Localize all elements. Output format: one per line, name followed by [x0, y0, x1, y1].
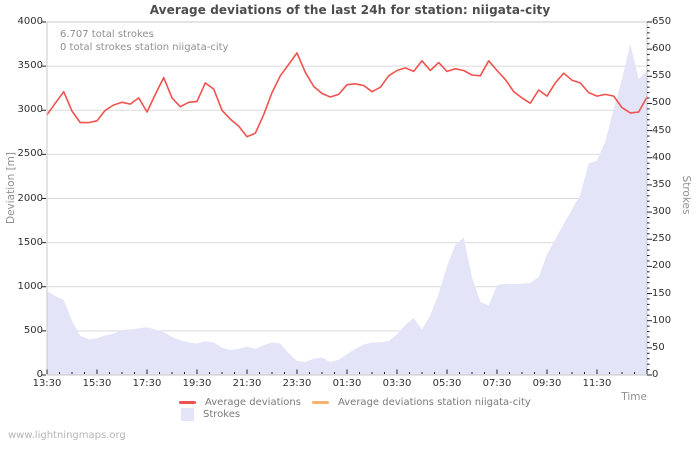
legend-label-station-deviations: Average deviations station niigata-city — [338, 397, 531, 408]
y-left-tick-label: 500 — [23, 324, 43, 336]
y-right-tick-label: 100 — [652, 314, 672, 326]
y-right-tick-label: 650 — [652, 16, 672, 27]
chart-title: Average deviations of the last 24h for s… — [149, 3, 551, 17]
y-right-tick-label: 600 — [652, 43, 672, 55]
legend-item-average-deviations: Average deviations — [179, 397, 301, 408]
legend-label-average-deviations: Average deviations — [205, 397, 301, 408]
y-right-tick-label: 50 — [652, 341, 665, 353]
y-axis-label-left: Deviation [m] — [5, 152, 17, 224]
x-tick-label: 19:30 — [182, 378, 212, 389]
strokes-area — [47, 43, 647, 375]
x-axis-label: Time — [621, 391, 647, 403]
plot-border — [46, 21, 648, 376]
x-tick-label: 17:30 — [132, 378, 162, 389]
y-left-tick-label: 1500 — [17, 236, 43, 248]
y-right-tick-label: 400 — [652, 151, 672, 163]
y-right-tick-label: 250 — [652, 233, 672, 245]
x-tick-label: 07:30 — [482, 378, 512, 389]
y-axis-label-right: Strokes — [680, 175, 692, 215]
x-tick-label: 01:30 — [332, 378, 362, 389]
x-tick-label: 15:30 — [82, 378, 112, 389]
x-tick-label: 09:30 — [532, 378, 562, 389]
average-deviations-line — [46, 52, 648, 138]
x-tick-label: 05:30 — [432, 378, 462, 389]
legend-label-strokes: Strokes — [203, 409, 241, 420]
y-left-tick-label: 4000 — [17, 16, 43, 27]
y-left-tick-label: 2500 — [17, 148, 43, 160]
y-left-tick-label: 1000 — [17, 280, 43, 292]
station-total-strokes-annotation: 0 total strokes station niigata-city — [60, 42, 229, 53]
y-right-tick-label: 500 — [652, 97, 672, 109]
legend-item-station-deviations: Average deviations station niigata-city — [312, 397, 531, 408]
y-right-tick-label: 0 — [652, 369, 659, 380]
total-strokes-annotation: 6.707 total strokes — [60, 29, 154, 40]
x-tick-label: 13:30 — [32, 378, 62, 389]
legend-item-strokes: Strokes — [181, 408, 240, 421]
y-left-tick-label: 2000 — [17, 192, 43, 204]
strokes-area-swatch — [181, 408, 194, 421]
x-tick-label: 23:30 — [282, 378, 312, 389]
y-left-tick-label: 3000 — [17, 104, 43, 116]
y-right-tick-label: 200 — [652, 260, 672, 272]
y-left-tick-label: 0 — [36, 369, 43, 380]
y-right-tick-label: 550 — [652, 70, 672, 82]
x-tick-label: 21:30 — [232, 378, 262, 389]
x-tick-label: 11:30 — [582, 378, 612, 389]
average-deviations-line-swatch — [179, 401, 196, 404]
y-right-tick-label: 150 — [652, 287, 672, 299]
y-right-tick-label: 350 — [652, 178, 672, 190]
station-deviations-line-swatch — [312, 401, 329, 404]
x-tick-label: 03:30 — [382, 378, 412, 389]
y-left-tick-label: 3500 — [17, 60, 43, 72]
y-right-tick-label: 450 — [652, 124, 672, 136]
footer-link[interactable]: www.lightningmaps.org — [8, 430, 126, 441]
y-right-tick-label: 300 — [652, 206, 672, 218]
